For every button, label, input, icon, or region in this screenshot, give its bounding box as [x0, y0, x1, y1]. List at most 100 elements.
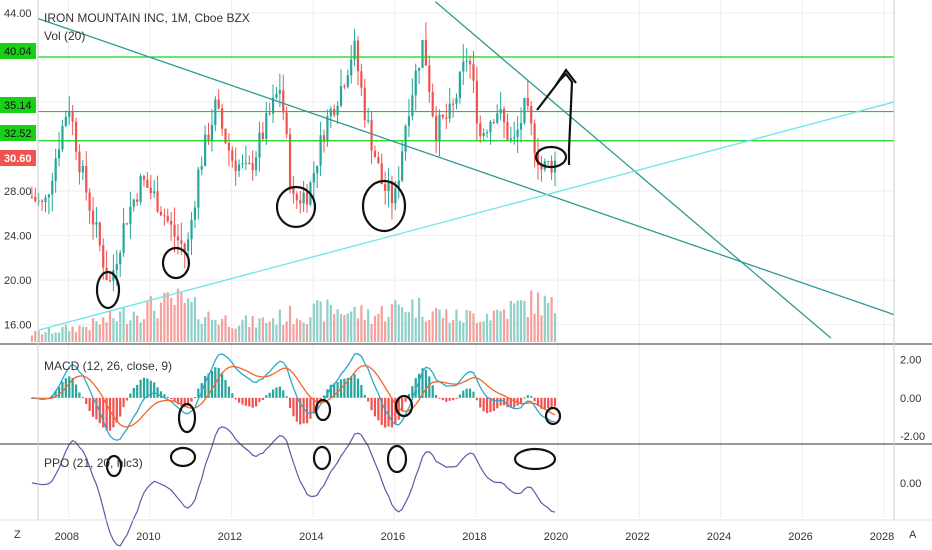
volume-bars — [30, 288, 557, 342]
macd-histogram-bar — [180, 397, 183, 406]
volume-bar — [530, 290, 533, 342]
macd-histogram-bar — [163, 394, 166, 398]
volume-bar — [210, 319, 214, 342]
volume-bar — [322, 321, 326, 342]
annotation-circle — [95, 270, 121, 310]
volume-bar — [190, 302, 193, 342]
footer-left-button[interactable]: Z — [14, 529, 21, 541]
volume-bar — [435, 307, 438, 342]
volume-bar — [421, 316, 424, 342]
candle-body — [292, 187, 295, 195]
candle-body — [513, 136, 516, 139]
x-tick-label: 2022 — [625, 531, 649, 543]
macd-histogram-bar — [438, 397, 441, 399]
y-tick-label: 44.00 — [4, 8, 32, 20]
macd-histogram-bar — [496, 397, 499, 409]
candle-body — [346, 75, 349, 87]
volume-bar — [411, 299, 414, 342]
volume-bar — [129, 320, 132, 342]
x-tick-label: 2012 — [218, 531, 242, 543]
volume-bar — [316, 300, 319, 342]
candle-body — [237, 164, 241, 171]
macd-histogram-bar — [329, 384, 332, 398]
candle-body — [251, 163, 254, 171]
macd-histogram-bar — [153, 382, 156, 398]
macd-histogram-bar — [377, 397, 380, 421]
volume-bar — [251, 316, 254, 342]
candle-body — [74, 121, 78, 152]
volume-bar — [193, 297, 197, 342]
macd-histogram-bar — [407, 393, 411, 398]
macd-histogram-bar — [204, 375, 207, 398]
volume-bar — [397, 304, 400, 342]
ppo-panel — [31, 426, 556, 547]
volume-bar — [159, 302, 163, 342]
volume-bar — [390, 304, 394, 342]
candle-body — [492, 121, 495, 123]
macd-histogram-bar — [336, 382, 339, 398]
annotation-circle — [169, 446, 197, 468]
candle-body — [37, 200, 40, 202]
macd-histogram-bar — [254, 397, 258, 407]
grid — [38, 0, 894, 518]
chart-title: IRON MOUNTAIN INC, 1M, Cboe BZX — [44, 11, 250, 25]
candle-body — [489, 121, 492, 133]
macd-label: MACD (12, 26, close, 9) — [44, 359, 172, 373]
candle-body — [350, 59, 353, 76]
candle-body — [176, 236, 180, 241]
macd-histogram-bar — [278, 386, 281, 398]
x-tick-label: 2020 — [544, 531, 568, 543]
volume-bar — [231, 328, 234, 342]
candle-body — [441, 114, 445, 118]
macd-histogram-bar — [275, 387, 278, 398]
volume-bar — [448, 322, 451, 342]
volume-bar — [482, 321, 485, 342]
volume-bar — [360, 305, 363, 342]
footer-right-button[interactable]: A — [909, 529, 917, 541]
candle-body — [61, 125, 64, 150]
volume-label: Vol (20) — [44, 29, 85, 43]
volume-bar — [30, 335, 33, 342]
macd-histogram-bar — [418, 373, 421, 398]
volume-bar — [353, 306, 356, 342]
volume-bar — [455, 309, 458, 342]
volume-bar — [373, 315, 377, 342]
macd-line — [31, 353, 555, 441]
volume-bar — [516, 300, 519, 342]
macd-histogram-bar — [356, 378, 360, 398]
volume-bar — [261, 317, 264, 342]
volume-bar — [472, 313, 475, 342]
trend-line-ascending — [37, 101, 895, 331]
macd-histogram-bar — [149, 380, 152, 398]
candle-body — [329, 108, 332, 117]
candle-body — [343, 86, 346, 88]
candle-body — [44, 197, 47, 203]
macd-histogram-bar — [129, 393, 132, 398]
candle-body — [254, 157, 258, 171]
volume-bar — [499, 311, 502, 342]
candle-body — [302, 192, 305, 204]
candle-body — [173, 224, 176, 237]
volume-bar — [513, 303, 516, 342]
volume-bar — [302, 322, 305, 342]
candle-body — [496, 113, 499, 123]
trend-lines — [37, 1, 895, 339]
macd-histogram-bar — [265, 395, 268, 398]
macd-histogram-bar — [513, 397, 516, 408]
candle-body — [231, 150, 234, 161]
macd-histogram-bar — [543, 397, 546, 409]
macd-histogram-bar — [295, 397, 298, 422]
volume-bar — [536, 292, 540, 342]
candle-body — [312, 173, 315, 183]
volume-bar — [550, 297, 553, 342]
volume-bar — [78, 325, 81, 342]
candle-body — [455, 97, 458, 104]
macd-histogram-bar — [61, 381, 64, 398]
macd-histogram-bar — [553, 397, 557, 407]
volume-bar — [343, 315, 346, 342]
macd-histogram-bar — [74, 384, 78, 398]
macd-histogram-bar — [411, 386, 414, 398]
volume-bar — [149, 296, 152, 342]
volume-bar — [115, 321, 118, 342]
macd-histogram-bar — [346, 377, 349, 398]
